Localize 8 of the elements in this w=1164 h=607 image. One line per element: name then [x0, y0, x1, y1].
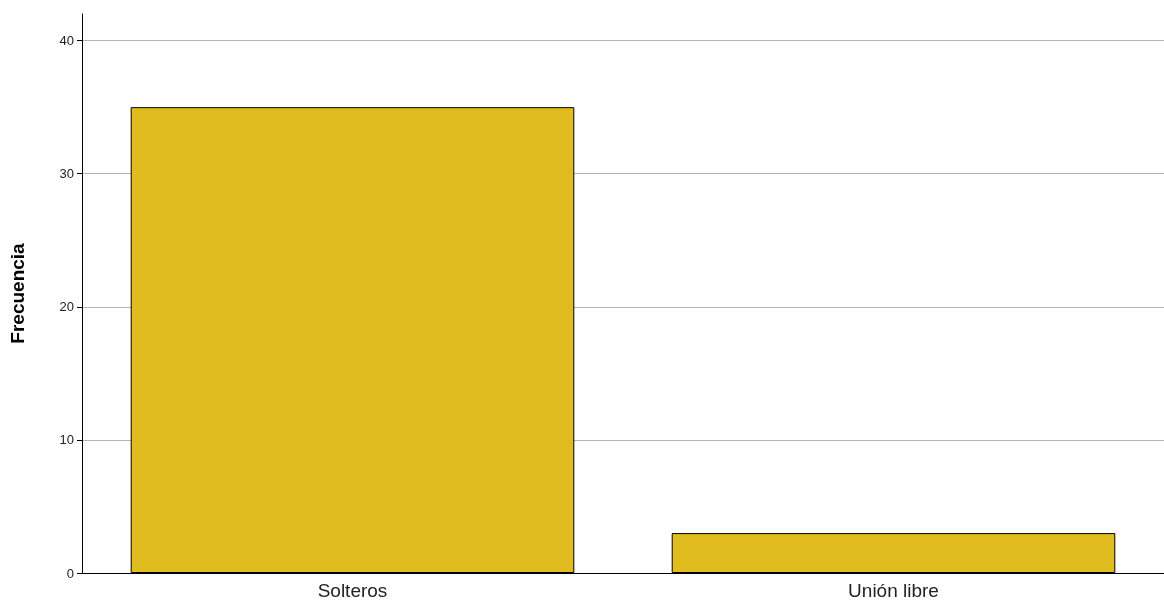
y-axis-title: Frecuencia: [7, 242, 28, 344]
x-tick-label: Solteros: [317, 580, 388, 601]
y-tick-label: 10: [59, 432, 74, 448]
y-tick-label: 20: [59, 299, 74, 315]
x-tick-label: Unión libre: [848, 580, 939, 601]
y-tick-label: 30: [59, 166, 74, 182]
y-tick-label: 0: [66, 565, 74, 581]
y-tick-label: 40: [59, 33, 74, 49]
